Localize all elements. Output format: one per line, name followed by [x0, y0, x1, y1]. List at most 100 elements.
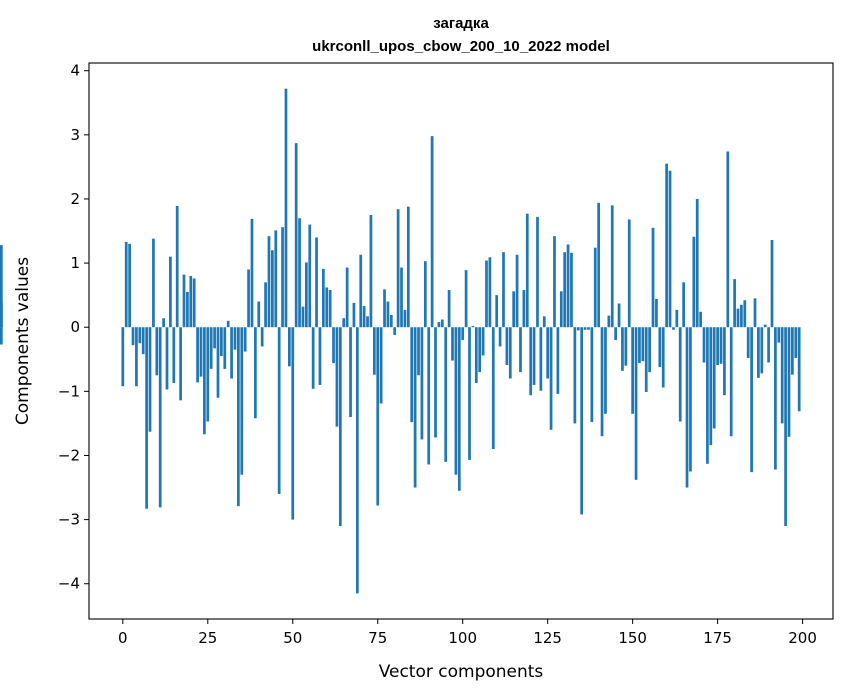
bar-42 — [264, 282, 267, 328]
bar-20 — [189, 275, 193, 328]
bar-4 — [135, 327, 138, 387]
bar-103 — [471, 325, 475, 328]
x-tick-label: 0 — [118, 629, 128, 647]
bar-166 — [685, 327, 689, 488]
bar-152 — [638, 327, 641, 364]
bar-70 — [359, 254, 363, 328]
bar-63 — [335, 327, 339, 427]
bar-48 — [284, 88, 288, 328]
bar-120 — [529, 327, 533, 396]
bar-176 — [719, 327, 723, 364]
y-tick-label: 2 — [70, 190, 80, 208]
bar-60 — [325, 287, 329, 328]
bar-66 — [345, 267, 349, 328]
bar-54 — [304, 262, 308, 328]
bar-81 — [396, 209, 400, 328]
bar-35 — [240, 327, 244, 475]
bar-189 — [763, 324, 767, 328]
bar-116 — [515, 254, 519, 328]
bar-76 — [379, 327, 383, 404]
bar-188 — [760, 327, 764, 374]
bar-101 — [464, 270, 468, 328]
bar-117 — [519, 327, 522, 373]
bar-undefined — [0, 327, 3, 345]
bar-93 — [437, 322, 441, 328]
bar-26 — [209, 327, 213, 369]
y-tick-label: −3 — [58, 511, 80, 529]
bar-180 — [733, 279, 736, 328]
bar-59 — [321, 268, 325, 328]
bar-174 — [712, 327, 716, 429]
bar-3 — [131, 327, 135, 346]
bar-58 — [318, 327, 322, 385]
bar-163 — [675, 309, 679, 328]
bar-154 — [644, 327, 648, 392]
bar-71 — [362, 306, 366, 328]
bar-97 — [451, 327, 454, 361]
bar-139 — [593, 247, 597, 328]
bar-92 — [434, 327, 437, 438]
bar-162 — [672, 327, 675, 330]
bar-21 — [192, 278, 196, 328]
bar-94 — [440, 319, 444, 328]
bar-17 — [179, 327, 182, 401]
bar-199 — [797, 327, 801, 412]
bar-6 — [141, 327, 145, 355]
bar-164 — [678, 327, 682, 422]
chart-title: загадка — [433, 15, 489, 32]
bar-144 — [610, 205, 614, 328]
bar-195 — [784, 327, 787, 527]
bar-undefined — [0, 302, 3, 328]
bar-23 — [199, 327, 203, 377]
bar-39 — [254, 327, 257, 419]
bar-67 — [349, 327, 352, 417]
bar-181 — [736, 308, 740, 328]
bar-193 — [777, 327, 781, 343]
bar-100 — [461, 327, 465, 341]
y-tick-label: −2 — [58, 446, 80, 464]
bar-102 — [468, 327, 471, 460]
bar-122 — [536, 216, 539, 328]
bar-107 — [485, 260, 488, 328]
bar-168 — [692, 236, 696, 328]
bar-61 — [328, 290, 332, 328]
bar-114 — [508, 327, 512, 379]
bar-184 — [746, 327, 750, 358]
bar-undefined — [0, 245, 3, 328]
bar-186 — [753, 298, 757, 328]
bar-89 — [423, 261, 427, 328]
bar-74 — [372, 327, 376, 375]
bar-155 — [648, 327, 651, 373]
bar-129 — [559, 291, 563, 328]
y-tick-label: −1 — [58, 382, 80, 400]
bar-99 — [457, 327, 461, 491]
bar-98 — [454, 327, 458, 475]
x-tick-label: 125 — [533, 629, 562, 647]
x-tick-label: 150 — [618, 629, 647, 647]
bar-136 — [583, 327, 587, 330]
bar-160 — [665, 163, 668, 328]
bar-185 — [750, 327, 753, 473]
bar-75 — [376, 327, 380, 506]
bar-118 — [522, 290, 526, 328]
bar-80 — [393, 327, 397, 335]
bar-22 — [196, 327, 199, 383]
bar-78 — [386, 301, 390, 328]
bar-167 — [689, 327, 692, 472]
bar-85 — [410, 327, 414, 423]
bar-73 — [369, 214, 373, 328]
x-tick-label: 175 — [703, 629, 732, 647]
bar-194 — [780, 327, 784, 424]
bar-198 — [794, 327, 798, 358]
bar-56 — [311, 327, 315, 389]
bar-119 — [525, 213, 529, 328]
bar-29 — [220, 327, 223, 357]
bar-142 — [604, 327, 607, 414]
bar-133 — [573, 327, 577, 424]
bar-69 — [355, 327, 359, 594]
y-axis-label: Components values — [13, 257, 33, 425]
bar-197 — [791, 327, 794, 375]
bar-2 — [128, 243, 131, 328]
bar-62 — [332, 327, 335, 364]
bar-157 — [655, 299, 658, 328]
